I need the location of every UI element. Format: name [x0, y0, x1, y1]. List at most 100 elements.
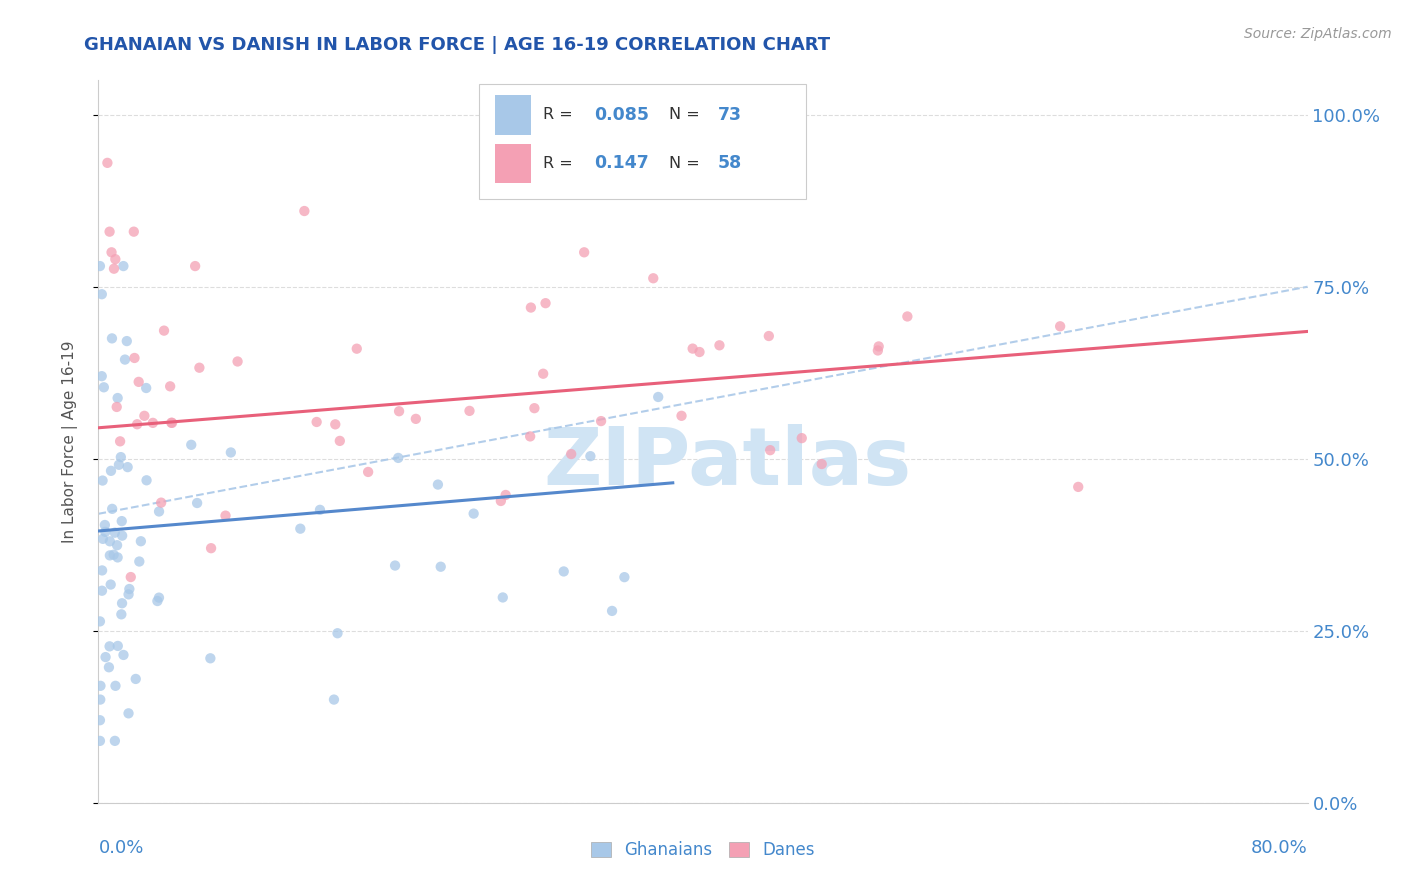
Point: [519, 429, 541, 443]
Point: [89, 259, 111, 273]
Point: [489, 494, 512, 508]
Text: R =: R =: [543, 156, 578, 171]
Point: [159, 379, 181, 393]
Point: [98, 534, 121, 549]
Point: [134, 409, 156, 423]
Point: [107, 550, 129, 565]
Point: [200, 651, 222, 665]
Point: [671, 409, 693, 423]
Point: [90, 369, 112, 384]
Point: [104, 252, 127, 267]
Point: [200, 541, 222, 556]
Point: [89, 692, 111, 706]
Point: [186, 496, 208, 510]
Point: [110, 607, 132, 622]
Y-axis label: In Labor Force | Age 16-19: In Labor Force | Age 16-19: [62, 340, 77, 543]
Point: [122, 225, 145, 239]
Point: [290, 522, 312, 536]
Point: [91, 474, 114, 488]
Point: [426, 477, 449, 491]
Text: N =: N =: [669, 107, 704, 122]
Point: [115, 334, 138, 348]
Point: [110, 450, 132, 464]
Point: [114, 352, 136, 367]
FancyBboxPatch shape: [479, 84, 806, 200]
Point: [579, 449, 602, 463]
Point: [104, 525, 127, 540]
Point: [180, 438, 202, 452]
Text: GHANAIAN VS DANISH IN LABOR FORCE | AGE 16-19 CORRELATION CHART: GHANAIAN VS DANISH IN LABOR FORCE | AGE …: [84, 36, 831, 54]
Point: [810, 457, 832, 471]
Point: [104, 679, 127, 693]
Point: [495, 488, 517, 502]
Point: [89, 615, 111, 629]
Point: [591, 414, 613, 428]
Point: [89, 713, 111, 727]
Point: [111, 596, 134, 610]
Point: [326, 626, 349, 640]
Point: [323, 417, 346, 432]
Point: [117, 706, 139, 721]
Point: [226, 354, 249, 368]
Point: [108, 458, 131, 472]
Point: [100, 464, 122, 478]
Point: [387, 450, 409, 465]
Point: [689, 345, 711, 359]
Point: [309, 503, 332, 517]
Point: [150, 495, 173, 509]
Point: [93, 380, 115, 394]
Point: [100, 577, 122, 591]
Point: [118, 582, 141, 596]
Point: [600, 604, 623, 618]
Point: [357, 465, 380, 479]
Point: [146, 594, 169, 608]
Point: [101, 331, 124, 345]
Point: [534, 296, 557, 310]
Point: [553, 565, 575, 579]
Point: [520, 301, 543, 315]
Point: [160, 416, 183, 430]
Point: [1067, 480, 1090, 494]
Point: [758, 329, 780, 343]
Point: [709, 338, 731, 352]
Point: [305, 415, 328, 429]
Point: [128, 375, 150, 389]
Point: [148, 591, 170, 605]
Point: [89, 734, 111, 748]
Text: N =: N =: [669, 156, 704, 171]
Point: [94, 518, 117, 533]
Point: [128, 554, 150, 568]
Point: [219, 445, 242, 459]
Text: R =: R =: [543, 107, 578, 122]
Point: [647, 390, 669, 404]
Point: [716, 156, 738, 170]
Point: [135, 381, 157, 395]
Point: [463, 507, 485, 521]
Point: [790, 431, 813, 445]
Point: [682, 342, 704, 356]
Point: [523, 401, 546, 416]
Point: [560, 447, 582, 461]
Point: [135, 473, 157, 487]
Point: [112, 259, 135, 273]
Point: [104, 734, 127, 748]
Point: [184, 259, 207, 273]
Point: [214, 508, 236, 523]
Point: [101, 501, 124, 516]
Point: [105, 538, 128, 552]
Point: [94, 524, 117, 539]
Point: [148, 504, 170, 518]
Point: [124, 351, 146, 365]
Point: [329, 434, 352, 448]
Point: [117, 460, 139, 475]
Point: [91, 532, 114, 546]
Point: [90, 287, 112, 301]
Point: [129, 534, 152, 549]
Point: [111, 514, 134, 528]
Point: [142, 416, 165, 430]
Text: 80.0%: 80.0%: [1251, 838, 1308, 857]
Point: [91, 563, 114, 577]
Point: [572, 245, 595, 260]
Point: [117, 587, 139, 601]
Point: [188, 360, 211, 375]
